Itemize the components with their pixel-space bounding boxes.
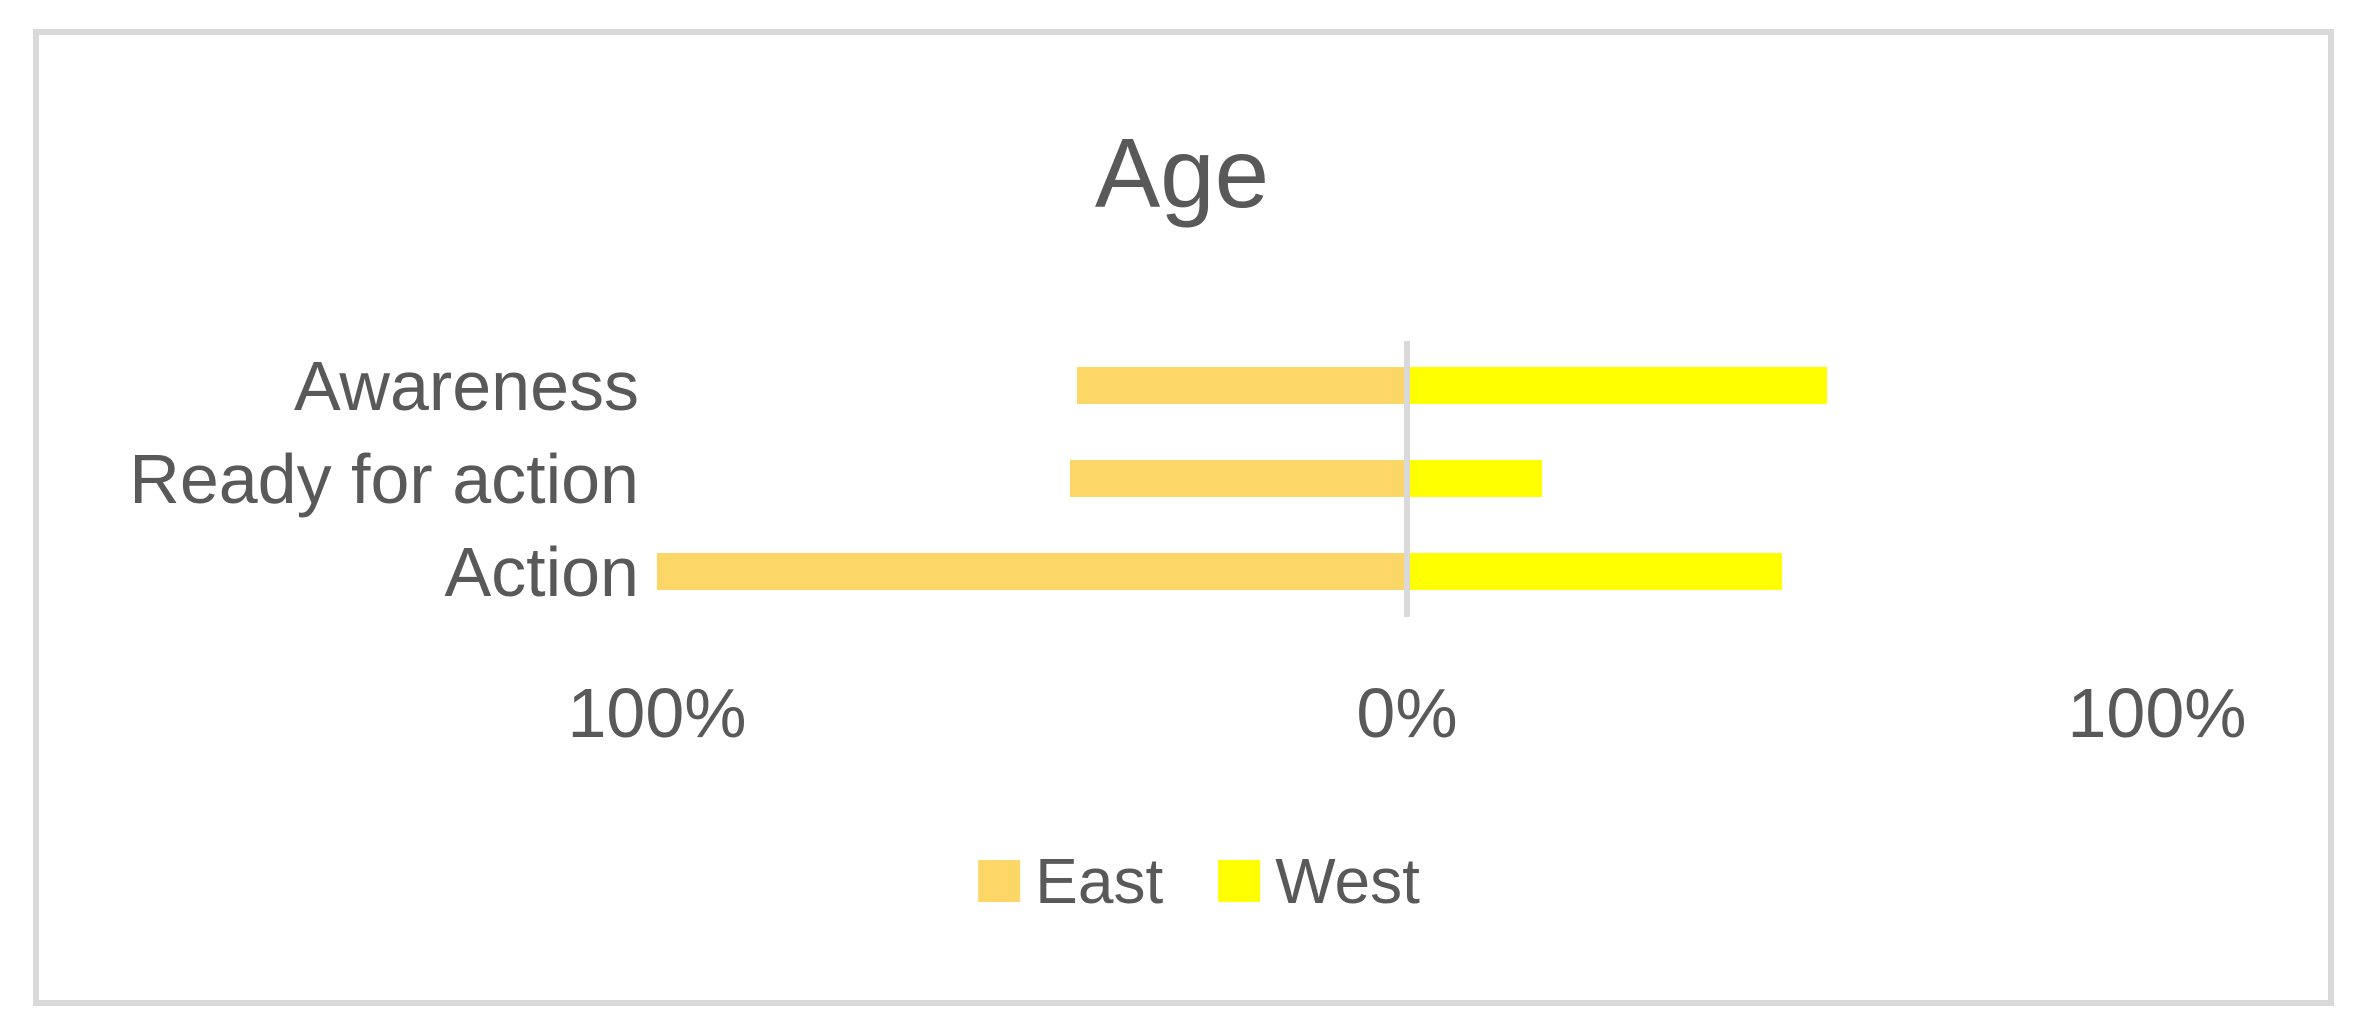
x-axis-tick-label-zero: 0% <box>1356 674 1458 752</box>
legend-item-west: West <box>1218 849 1420 913</box>
legend-label-west: West <box>1275 845 1420 917</box>
x-axis-tick-label-right: 100% <box>2067 674 2247 752</box>
category-label-ready-for-action: Ready for action <box>129 440 639 518</box>
bar-east-awareness <box>1077 367 1407 404</box>
plot-area <box>39 35 2328 1000</box>
legend-swatch-west <box>1218 860 1261 902</box>
x-axis-tick-label-left: 100% <box>567 674 747 752</box>
bar-west-ready-for-action <box>1407 460 1542 497</box>
legend: East West <box>978 849 1420 913</box>
legend-item-east: East <box>978 849 1163 913</box>
bar-west-action <box>1407 553 1782 590</box>
legend-swatch-east <box>978 860 1021 902</box>
x-axis-zero-line <box>1404 341 1410 617</box>
category-label-awareness: Awareness <box>293 347 639 425</box>
bar-east-ready-for-action <box>1069 460 1407 497</box>
bar-east-action <box>657 553 1407 590</box>
category-label-action: Action <box>444 533 639 611</box>
bar-west-awareness <box>1407 367 1827 404</box>
chart-frame: Age Awareness Ready for action Action 10… <box>33 29 2334 1006</box>
chart-title: Age <box>1094 118 1270 228</box>
legend-label-east: East <box>1035 845 1164 917</box>
